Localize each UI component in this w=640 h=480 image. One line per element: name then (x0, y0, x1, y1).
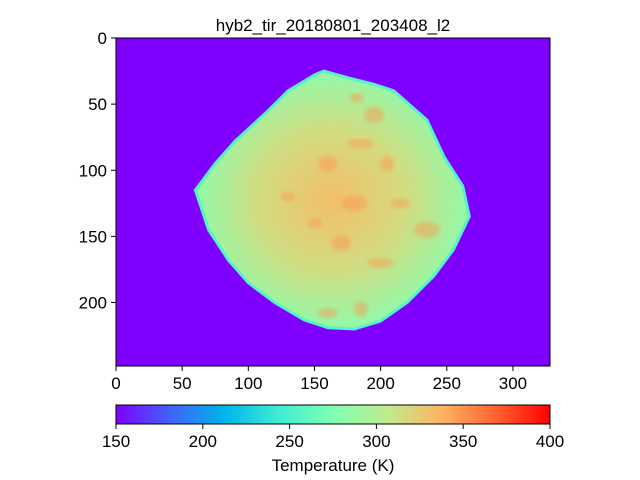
x-axis: 0 50 100 150 200 250 300 (111, 366, 527, 393)
warm-surface-patch (281, 191, 296, 202)
x-tick-label: 100 (234, 374, 262, 393)
colorbar-ticks: 150 200 250 300 350 400 (102, 424, 564, 451)
warm-surface-patch (349, 92, 364, 103)
y-tick-label: 100 (79, 161, 107, 180)
x-tick-label: 250 (433, 374, 461, 393)
colorbar-gradient (115, 404, 551, 425)
x-tick-label: 150 (300, 374, 328, 393)
asteroid-surface (193, 69, 471, 331)
warm-surface-patch (317, 308, 338, 319)
y-axis: 0 50 100 150 200 (79, 29, 116, 313)
warm-surface-patch (380, 155, 395, 172)
colorbar-tick-label: 300 (362, 432, 390, 451)
warm-surface-patch (390, 198, 411, 209)
colorbar-tick-label: 250 (275, 432, 303, 451)
colorbar-tick-label: 350 (449, 432, 477, 451)
warm-surface-patch (413, 221, 440, 238)
warm-surface-patch (353, 301, 368, 318)
y-tick-label: 200 (79, 294, 107, 313)
colorbar-label: Temperature (K) (272, 456, 395, 475)
y-tick-label: 150 (79, 227, 107, 246)
x-tick-label: 50 (173, 374, 192, 393)
colorbar: 150 200 250 300 350 400 Temperature (K) (102, 404, 564, 475)
colorbar-tick-label: 400 (536, 432, 564, 451)
warm-surface-patch (307, 218, 322, 229)
y-tick-label: 0 (98, 29, 107, 48)
warm-surface-patch (347, 138, 374, 149)
y-tick-label: 50 (88, 95, 107, 114)
x-tick-label: 300 (499, 374, 527, 393)
warm-surface-patch (330, 235, 351, 251)
warm-surface-patch (317, 155, 338, 172)
axes-frame (115, 37, 551, 367)
warm-surface-patch (341, 195, 368, 212)
warm-surface-patch (364, 106, 385, 123)
asteroid-region (193, 69, 471, 331)
chart-title: hyb2_tir_20180801_203408_l2 (216, 16, 450, 35)
colorbar-tick-label: 200 (189, 432, 217, 451)
x-tick-label: 200 (366, 374, 394, 393)
x-tick-label: 0 (111, 374, 120, 393)
warm-surface-patch (367, 257, 394, 268)
heatmap-plot (116, 38, 550, 366)
colorbar-tick-label: 150 (102, 432, 130, 451)
